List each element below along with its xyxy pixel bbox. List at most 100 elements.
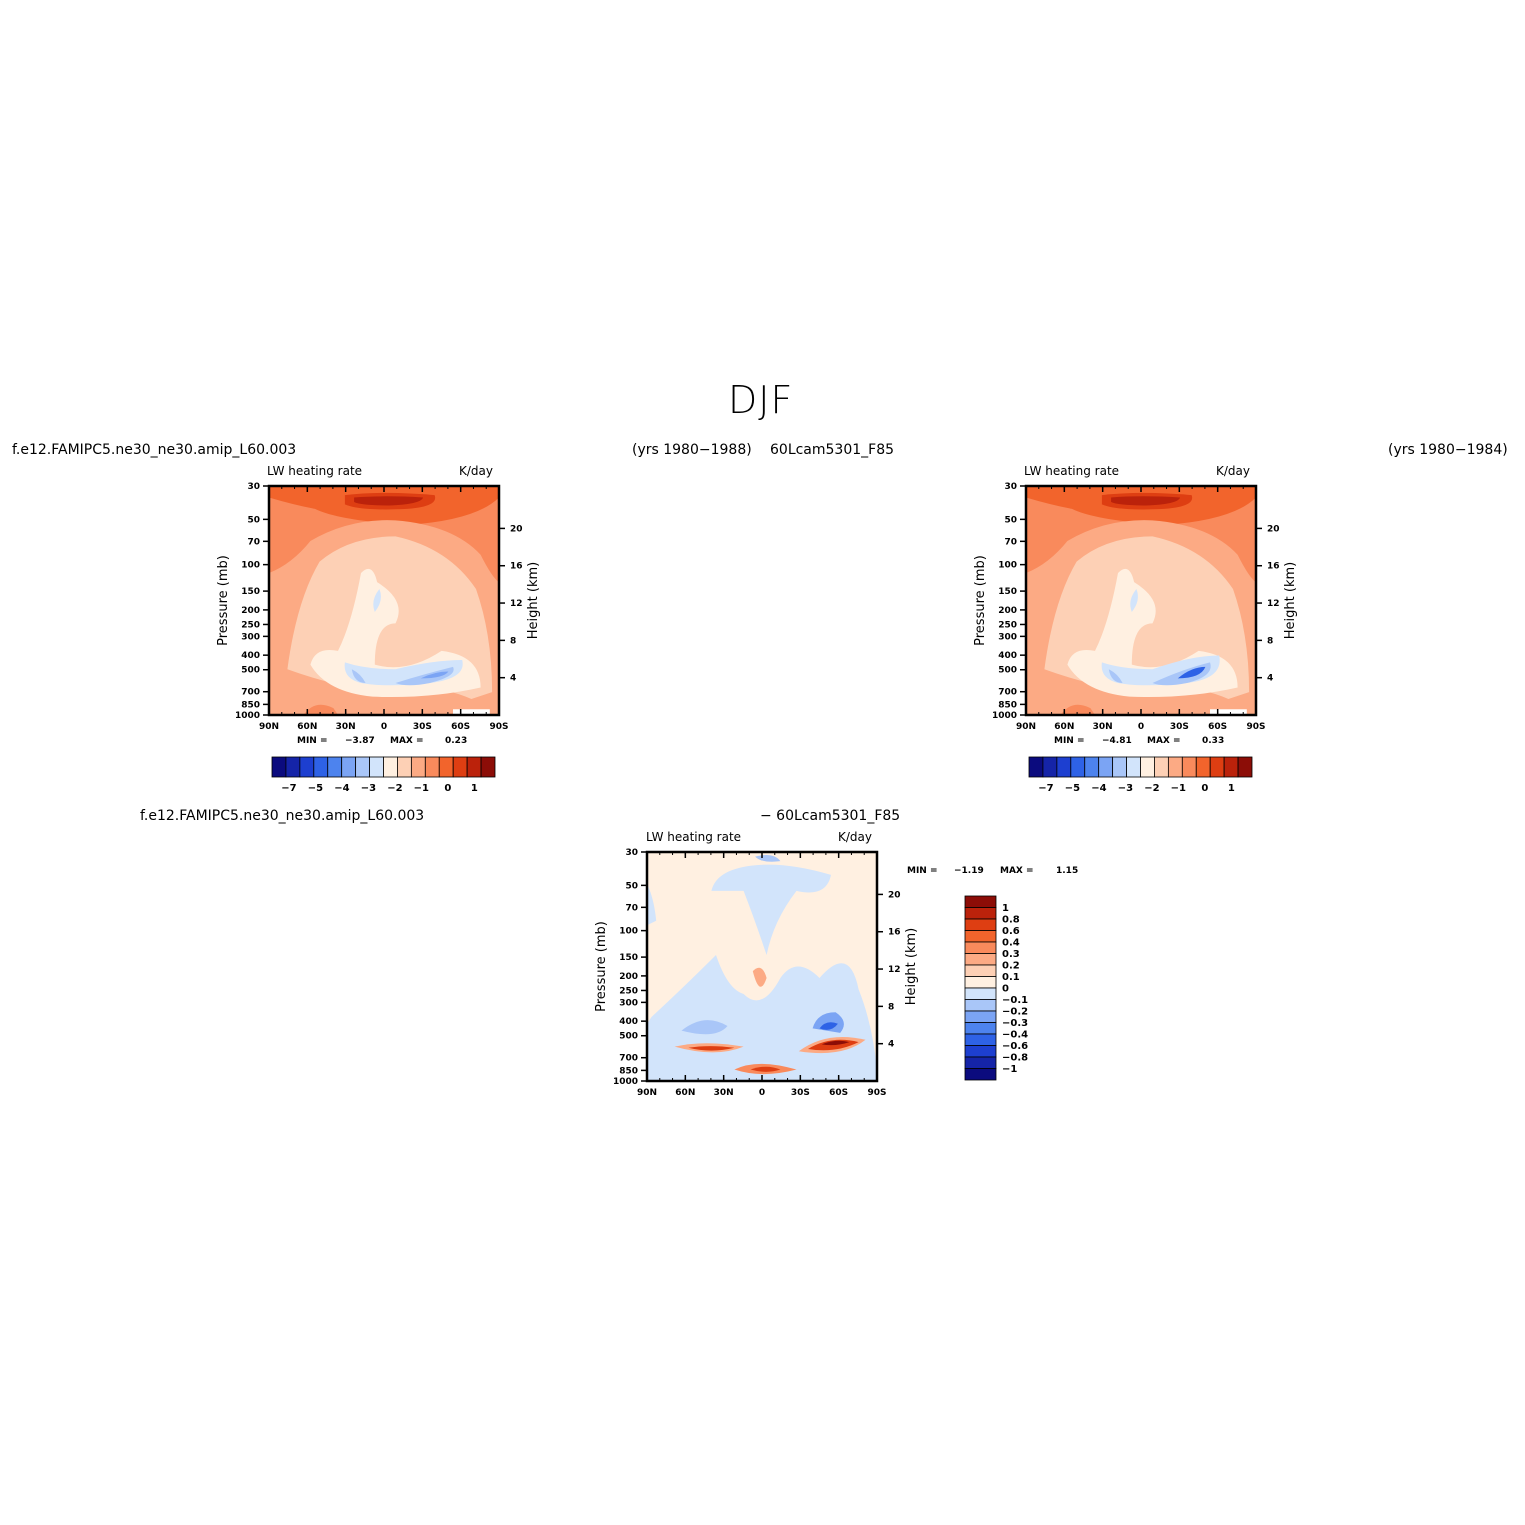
diff-control-label: − 60Lcam5301_F85 bbox=[760, 808, 901, 824]
x-tick-label: 60S bbox=[451, 722, 470, 732]
max-value: 0.33 bbox=[1202, 736, 1225, 746]
colorbar-tick-label: 0 bbox=[1002, 984, 1009, 995]
x-tick-label: 0 bbox=[759, 1088, 765, 1098]
y-tick-label: 250 bbox=[998, 620, 1017, 630]
contour-field bbox=[269, 486, 499, 715]
axes-group bbox=[263, 484, 505, 717]
y-tick-label: 50 bbox=[625, 881, 638, 891]
colorbar-tick-label: −0.6 bbox=[1002, 1041, 1028, 1052]
panel-units: K/day bbox=[1216, 464, 1250, 478]
y2-tick-label: 16 bbox=[510, 562, 523, 572]
x-tick-label: 90S bbox=[1246, 722, 1265, 732]
control-label: 60Lcam5301_F85 bbox=[770, 442, 895, 458]
colorbar-tick-label: −5 bbox=[308, 783, 323, 794]
contour-band bbox=[750, 1066, 781, 1072]
contour-band bbox=[752, 967, 767, 987]
y2-axis-title: Height (km) bbox=[904, 928, 919, 1005]
y-tick-label: 100 bbox=[619, 927, 638, 937]
contour-band bbox=[351, 669, 366, 683]
max-label: MAX = bbox=[1000, 866, 1034, 876]
colorbar-cell bbox=[964, 987, 997, 1000]
contour-band bbox=[1060, 704, 1095, 715]
colorbar-cell bbox=[466, 756, 482, 778]
colorbar-tick-label: 0.1 bbox=[1002, 972, 1020, 983]
colorbar-cell bbox=[1140, 756, 1155, 778]
colorbar-cell bbox=[964, 895, 997, 908]
contour-band bbox=[819, 1022, 838, 1030]
colorbar-tick-label: 1 bbox=[471, 783, 478, 794]
colorbar-cell bbox=[355, 756, 370, 778]
y-tick-label: 1000 bbox=[613, 1077, 638, 1087]
colorbar-cell bbox=[1126, 756, 1141, 778]
y2-tick-label: 4 bbox=[510, 674, 516, 684]
y-tick-label: 400 bbox=[241, 651, 260, 661]
plot-frame bbox=[267, 484, 501, 717]
missing-data bbox=[1210, 709, 1247, 715]
colorbar-cell bbox=[964, 1056, 997, 1069]
y-tick-label: 300 bbox=[241, 632, 260, 642]
y2-tick-label: 8 bbox=[510, 636, 516, 646]
y-tick-label: 400 bbox=[619, 1017, 638, 1027]
colorbar-cell bbox=[424, 756, 440, 778]
colorbar-cell bbox=[964, 1010, 997, 1023]
y2-tick-label: 4 bbox=[888, 1040, 894, 1050]
y-tick-label: 300 bbox=[619, 998, 638, 1008]
y-tick-label: 70 bbox=[625, 903, 638, 913]
colorbar-cell bbox=[341, 756, 357, 778]
contour-band bbox=[1152, 662, 1211, 686]
case-label: f.e12.FAMIPC5.ne30_ne30.amip_L60.003 bbox=[12, 442, 297, 458]
colorbar-cell bbox=[285, 756, 301, 778]
colorbar-tick-label: 0 bbox=[1201, 783, 1208, 794]
colorbar-cell bbox=[369, 756, 384, 778]
y-tick-label: 70 bbox=[247, 537, 260, 547]
colorbar-cell bbox=[1209, 756, 1225, 778]
y-tick-label: 30 bbox=[625, 848, 638, 858]
colorbar-cell bbox=[1070, 756, 1086, 778]
contour-band bbox=[821, 1040, 850, 1046]
colorbar-cell bbox=[964, 1022, 997, 1035]
y-tick-label: 150 bbox=[241, 587, 260, 597]
colorbar-cell bbox=[452, 756, 468, 778]
y-tick-label: 700 bbox=[998, 688, 1017, 698]
x-tick-label: 0 bbox=[381, 722, 387, 732]
y-tick-label: 850 bbox=[241, 700, 260, 710]
contour-band bbox=[711, 864, 831, 956]
y-tick-label: 700 bbox=[241, 688, 260, 698]
y-tick-label: 1000 bbox=[992, 711, 1017, 721]
colorbar bbox=[271, 756, 496, 778]
y-tick-label: 70 bbox=[1004, 537, 1017, 547]
x-tick-label: 60N bbox=[297, 722, 317, 732]
contour-band bbox=[1111, 496, 1181, 506]
y2-tick-label: 20 bbox=[510, 524, 523, 534]
colorbar-tick-label: −0.2 bbox=[1002, 1007, 1028, 1018]
contour-band bbox=[681, 1020, 728, 1035]
x-tick-label: 60N bbox=[675, 1088, 695, 1098]
colorbar-cell bbox=[313, 756, 329, 778]
panel-title: LW heating rate bbox=[1024, 464, 1120, 478]
panel-units: K/day bbox=[838, 830, 872, 844]
colorbar-cell bbox=[1181, 756, 1197, 778]
x-tick-label: 90S bbox=[489, 722, 508, 732]
min-label: MIN = bbox=[907, 866, 938, 876]
y2-tick-label: 12 bbox=[1267, 599, 1280, 609]
colorbar-tick-label: −2 bbox=[387, 783, 402, 794]
y-tick-label: 100 bbox=[241, 561, 260, 571]
contour-band bbox=[420, 671, 449, 679]
min-value: −4.81 bbox=[1102, 736, 1132, 746]
colorbar-tick-label: −0.1 bbox=[1002, 995, 1028, 1006]
colorbar-cell bbox=[964, 953, 997, 966]
y-tick-label: 500 bbox=[241, 666, 260, 676]
y-tick-label: 150 bbox=[998, 587, 1017, 597]
x-tick-label: 30N bbox=[1093, 722, 1113, 732]
colorbar-tick-label: 0.4 bbox=[1002, 938, 1020, 949]
colorbar-cell bbox=[438, 756, 454, 778]
contour-band bbox=[395, 666, 454, 686]
y-tick-label: 250 bbox=[619, 986, 638, 996]
colorbar-cell bbox=[964, 1045, 997, 1058]
y-tick-label: 100 bbox=[998, 561, 1017, 571]
y2-tick-label: 8 bbox=[888, 1002, 894, 1012]
y-tick-label: 400 bbox=[998, 651, 1017, 661]
max-label: MAX = bbox=[1147, 736, 1181, 746]
x-tick-label: 30S bbox=[791, 1088, 810, 1098]
contour-band bbox=[647, 884, 657, 926]
